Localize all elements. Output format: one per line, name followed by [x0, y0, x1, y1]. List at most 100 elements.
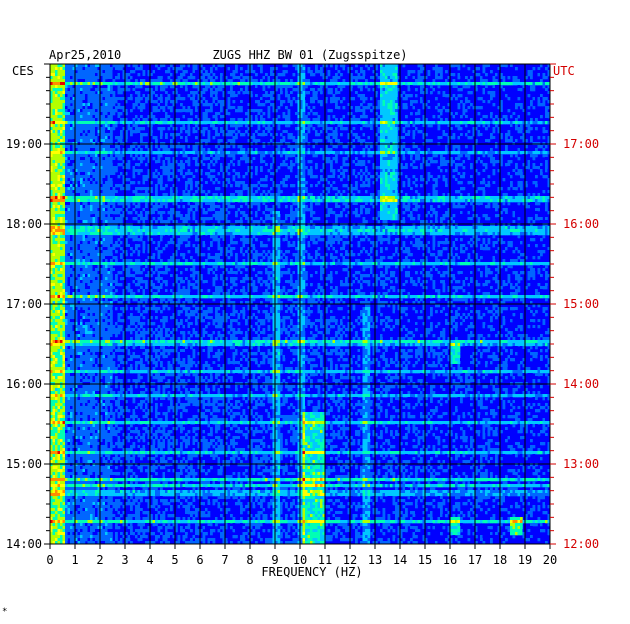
- heatmap-cell: [383, 145, 386, 148]
- heatmap-cell: [413, 169, 416, 172]
- heatmap-cell: [108, 88, 111, 91]
- heatmap-cell: [105, 172, 108, 175]
- heatmap-cell: [215, 100, 218, 103]
- heatmap-cell: [385, 103, 388, 106]
- heatmap-cell: [338, 85, 341, 88]
- heatmap-cell: [138, 172, 141, 175]
- heatmap-cell: [263, 178, 266, 181]
- heatmap-cell: [120, 97, 123, 100]
- heatmap-cell: [543, 100, 546, 103]
- heatmap-cell: [430, 157, 433, 160]
- heatmap-cell: [390, 145, 393, 148]
- heatmap-cell: [53, 82, 56, 85]
- heatmap-cell: [203, 127, 206, 130]
- heatmap-cell: [158, 163, 161, 166]
- heatmap-cell: [253, 115, 256, 118]
- heatmap-cell: [403, 181, 406, 184]
- heatmap-cell: [515, 154, 518, 157]
- heatmap-cell: [260, 121, 263, 124]
- heatmap-cell: [95, 166, 98, 169]
- heatmap-cell: [130, 97, 133, 100]
- heatmap-cell: [533, 145, 536, 148]
- heatmap-cell: [445, 133, 448, 136]
- heatmap-cell: [70, 181, 73, 184]
- heatmap-cell: [53, 139, 56, 142]
- heatmap-cell: [305, 121, 308, 124]
- heatmap-cell: [65, 76, 68, 79]
- heatmap-cell: [93, 67, 96, 70]
- heatmap-cell: [463, 166, 466, 169]
- heatmap-cell: [263, 103, 266, 106]
- heatmap-cell: [85, 82, 88, 85]
- heatmap-cell: [168, 160, 171, 163]
- heatmap-cell: [453, 169, 456, 172]
- heatmap-cell: [403, 139, 406, 142]
- heatmap-cell: [115, 67, 118, 70]
- heatmap-cell: [378, 139, 381, 142]
- heatmap-cell: [443, 103, 446, 106]
- heatmap-cell: [68, 82, 71, 85]
- heatmap-cell: [513, 169, 516, 172]
- heatmap-cell: [63, 154, 66, 157]
- heatmap-cell: [395, 73, 398, 76]
- heatmap-cell: [233, 118, 236, 121]
- heatmap-cell: [340, 97, 343, 100]
- heatmap-cell: [103, 154, 106, 157]
- heatmap-cell: [193, 103, 196, 106]
- heatmap-cell: [83, 148, 86, 151]
- heatmap-cell: [193, 166, 196, 169]
- heatmap-cell: [160, 154, 163, 157]
- heatmap-cell: [70, 70, 73, 73]
- heatmap-cell: [188, 163, 191, 166]
- heatmap-cell: [390, 172, 393, 175]
- heatmap-cell: [140, 139, 143, 142]
- heatmap-cell: [240, 145, 243, 148]
- heatmap-cell: [388, 79, 391, 82]
- heatmap-cell: [80, 115, 83, 118]
- heatmap-cell: [305, 130, 308, 133]
- heatmap-cell: [535, 97, 538, 100]
- heatmap-cell: [243, 145, 246, 148]
- heatmap-cell: [430, 178, 433, 181]
- heatmap-cell: [228, 133, 231, 136]
- heatmap-cell: [288, 118, 291, 121]
- heatmap-cell: [145, 130, 148, 133]
- heatmap-cell: [63, 91, 66, 94]
- heatmap-cell: [360, 163, 363, 166]
- heatmap-cell: [353, 121, 356, 124]
- heatmap-cell: [283, 157, 286, 160]
- heatmap-cell: [228, 76, 231, 79]
- heatmap-cell: [328, 115, 331, 118]
- heatmap-cell: [160, 151, 163, 154]
- heatmap-cell: [103, 184, 106, 187]
- heatmap-cell: [190, 76, 193, 79]
- heatmap-cell: [368, 175, 371, 178]
- heatmap-cell: [240, 121, 243, 124]
- heatmap-cell: [360, 175, 363, 178]
- heatmap-cell: [90, 172, 93, 175]
- heatmap-cell: [515, 106, 518, 109]
- heatmap-cell: [303, 169, 306, 172]
- heatmap-cell: [345, 145, 348, 148]
- heatmap-cell: [303, 151, 306, 154]
- heatmap-cell: [313, 154, 316, 157]
- heatmap-cell: [180, 121, 183, 124]
- heatmap-cell: [368, 97, 371, 100]
- heatmap-cell: [368, 178, 371, 181]
- heatmap-cell: [55, 121, 58, 124]
- heatmap-cell: [108, 127, 111, 130]
- heatmap-cell: [368, 103, 371, 106]
- heatmap-cell: [378, 130, 381, 133]
- heatmap-cell: [85, 112, 88, 115]
- heatmap-cell: [60, 94, 63, 97]
- heatmap-cell: [378, 151, 381, 154]
- heatmap-cell: [468, 91, 471, 94]
- heatmap-cell: [103, 133, 106, 136]
- heatmap-cell: [293, 175, 296, 178]
- heatmap-cell: [95, 106, 98, 109]
- heatmap-cell: [220, 100, 223, 103]
- heatmap-cell: [538, 103, 541, 106]
- heatmap-cell: [140, 79, 143, 82]
- heatmap-cell: [185, 124, 188, 127]
- heatmap-cell: [385, 127, 388, 130]
